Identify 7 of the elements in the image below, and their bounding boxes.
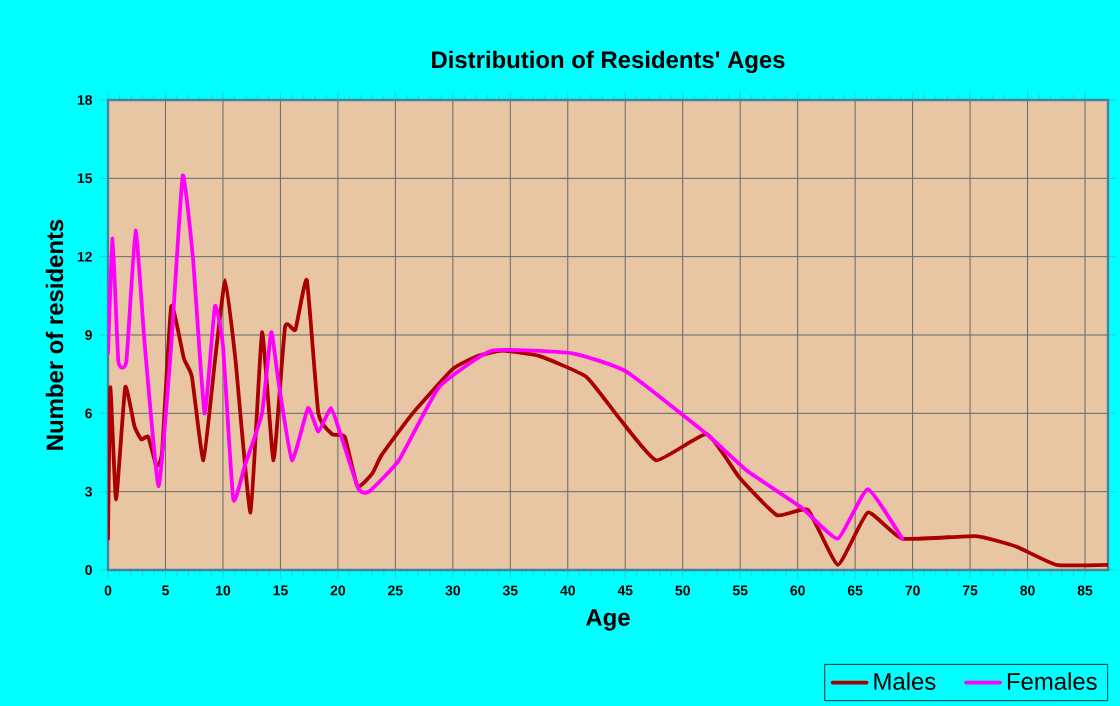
- legend-label: Males: [874, 672, 936, 690]
- line-series: [108, 173, 905, 541]
- y-axis-title: Number of residents: [45, 219, 64, 450]
- line-series: [108, 278, 1109, 568]
- x-axis-title: Age: [586, 609, 630, 631]
- legend-label: Females: [1007, 672, 1097, 690]
- chart-title: Distribution of Residents' Ages: [432, 50, 785, 74]
